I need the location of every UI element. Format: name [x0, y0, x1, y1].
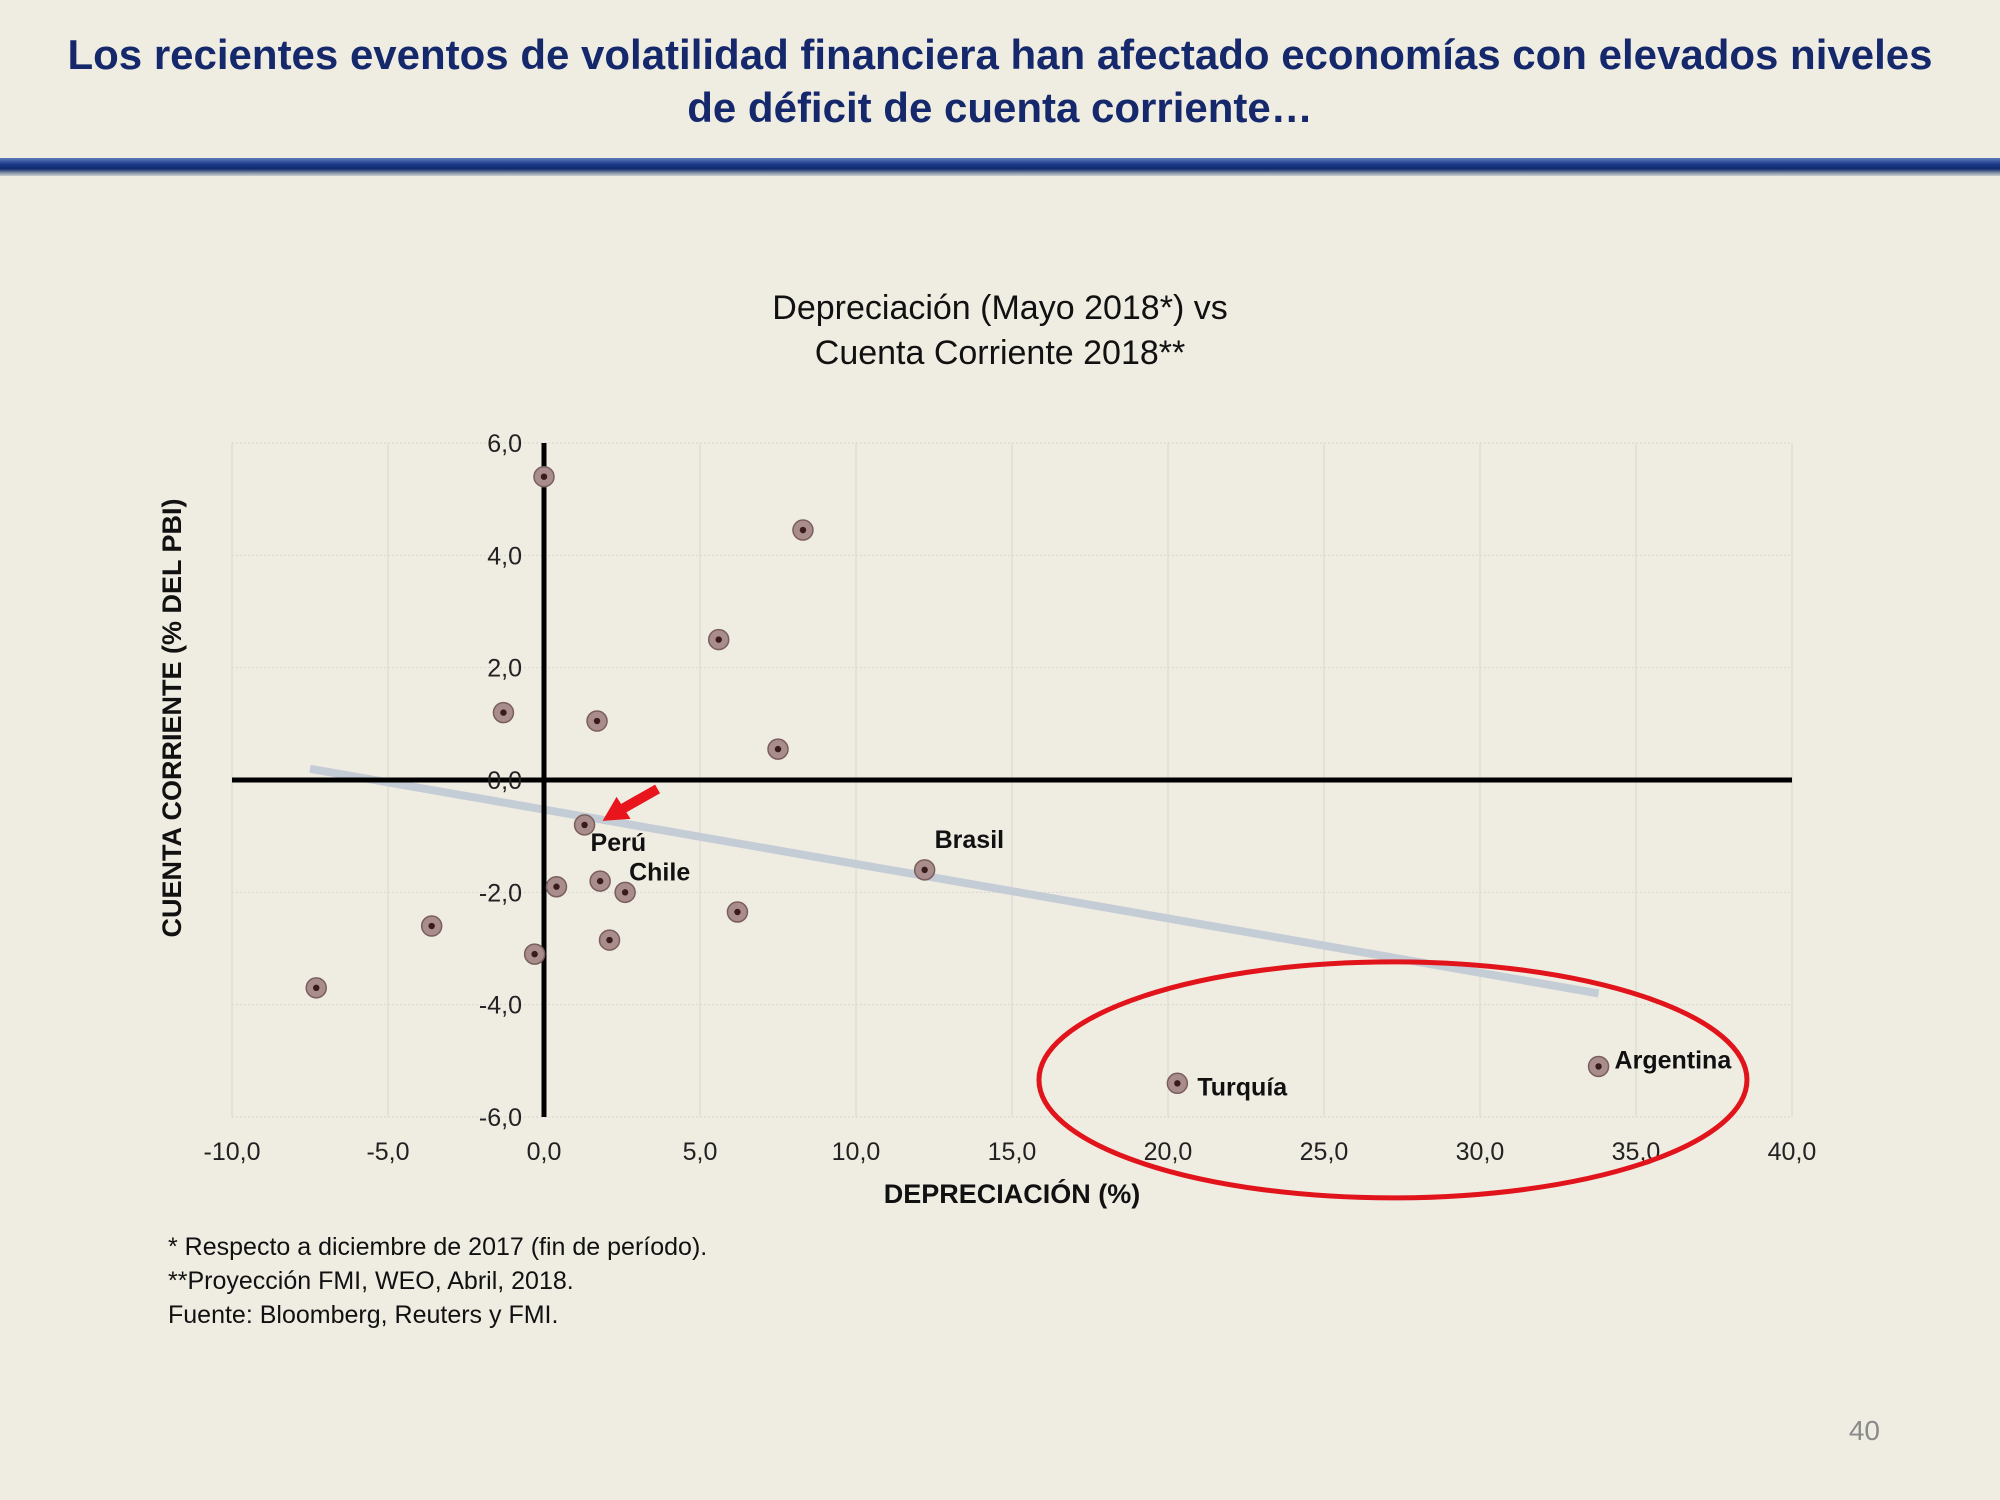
footnote-projection: **Proyección FMI, WEO, Abril, 2018.	[168, 1267, 574, 1295]
data-point	[586, 710, 608, 732]
arrow-icon	[602, 784, 661, 821]
point-label: Argentina	[1615, 1046, 1733, 1074]
marker-center	[774, 745, 782, 753]
data-point-brasil	[913, 859, 936, 881]
data-markers	[305, 465, 1610, 1095]
y-tick-label: -2,0	[479, 879, 522, 907]
data-point	[545, 875, 568, 898]
trendline-layer	[309, 764, 1600, 998]
point-label: Chile	[629, 858, 690, 886]
x-tick-label: 20,0	[1144, 1138, 1193, 1166]
highlight-ellipse	[1036, 959, 1750, 1201]
data-point	[767, 738, 789, 760]
marker-center	[621, 889, 629, 896]
x-tick-label: 40,0	[1768, 1138, 1817, 1166]
slide-header: Los recientes eventos de volatilidad fin…	[0, 0, 2000, 158]
footnote-source: Fuente: Bloomberg, Reuters y FMI.	[168, 1301, 559, 1329]
y-axis-title: CUENTA CORRIENTE (% DEL PBI)	[157, 498, 187, 937]
title-divider	[0, 158, 2000, 176]
x-tick-label: -10,0	[204, 1138, 261, 1166]
marker-center	[606, 936, 613, 944]
x-tick-label: 25,0	[1300, 1138, 1349, 1166]
data-point	[533, 465, 555, 488]
grid-lines	[231, 442, 1793, 1118]
tick-labels: -10,0 -5,0 0,0 5,0 10,0 15,0 20,0 25,0 30,0 35,0 4…	[204, 430, 1817, 1166]
marker-center	[428, 922, 435, 930]
x-tick-label: 30,0	[1456, 1138, 1505, 1166]
y-tick-label: 4,0	[487, 542, 522, 570]
trendline	[309, 764, 1600, 998]
x-tick-label: 10,0	[832, 1138, 881, 1166]
data-point	[420, 915, 443, 937]
marker-center	[921, 866, 928, 874]
data-point-turquía	[1166, 1072, 1189, 1095]
data-point	[305, 977, 327, 999]
marker-center	[734, 908, 741, 916]
data-point-chile	[614, 881, 636, 904]
data-point	[707, 628, 730, 651]
marker-center	[596, 877, 604, 885]
y-tick-label: 6,0	[487, 430, 522, 458]
marker-center	[581, 821, 588, 829]
x-tick-label: 5,0	[683, 1138, 718, 1166]
data-point	[589, 870, 611, 892]
x-tick-label: 15,0	[988, 1138, 1037, 1166]
data-point-perú	[573, 814, 596, 836]
marker-center	[799, 526, 807, 534]
point-label: Brasil	[935, 826, 1004, 854]
marker-center	[593, 717, 601, 725]
data-point	[792, 519, 814, 541]
page-number: 40	[1848, 1415, 1880, 1446]
footnote-reference-period: * Respecto a diciembre de 2017 (fin de p…	[168, 1233, 708, 1261]
point-label: Perú	[591, 829, 647, 857]
arrow-shaft	[618, 784, 661, 815]
marker-center	[313, 984, 320, 992]
marker-center	[1595, 1063, 1602, 1070]
point-label: Turquía	[1197, 1073, 1288, 1101]
chart-title-line-2: Cuenta Corriente 2018**	[814, 334, 1186, 372]
data-point	[598, 929, 621, 951]
x-tick-label: -5,0	[366, 1138, 409, 1166]
y-tick-label: 2,0	[487, 655, 522, 683]
marker-center	[500, 709, 507, 716]
marker-center	[540, 473, 548, 480]
y-tick-label: 0,0	[487, 767, 522, 795]
data-point	[492, 701, 515, 724]
y-tick-label: -4,0	[479, 992, 522, 1020]
marker-center	[553, 883, 560, 890]
footnotes: * Respecto a diciembre de 2017 (fin de p…	[168, 1230, 707, 1332]
data-point-argentina	[1587, 1055, 1610, 1078]
x-axis-title: DEPRECIACIÓN (%)	[884, 1178, 1141, 1209]
data-point	[523, 943, 546, 965]
y-tick-label: -6,0	[479, 1104, 522, 1132]
chart-title-line-1: Depreciación (Mayo 2018*) vs	[772, 289, 1228, 327]
marker-center	[1174, 1080, 1181, 1087]
marker-center	[715, 636, 722, 643]
data-point	[726, 901, 749, 923]
x-tick-label: 0,0	[527, 1138, 562, 1166]
slide-title: Los recientes eventos de volatilidad fin…	[67, 31, 1933, 131]
axes	[232, 443, 1792, 1117]
marker-center	[531, 950, 538, 958]
arrow-head	[602, 796, 631, 821]
chart-title: Depreciación (Mayo 2018*) vs Cuenta Corr…	[600, 286, 1400, 376]
